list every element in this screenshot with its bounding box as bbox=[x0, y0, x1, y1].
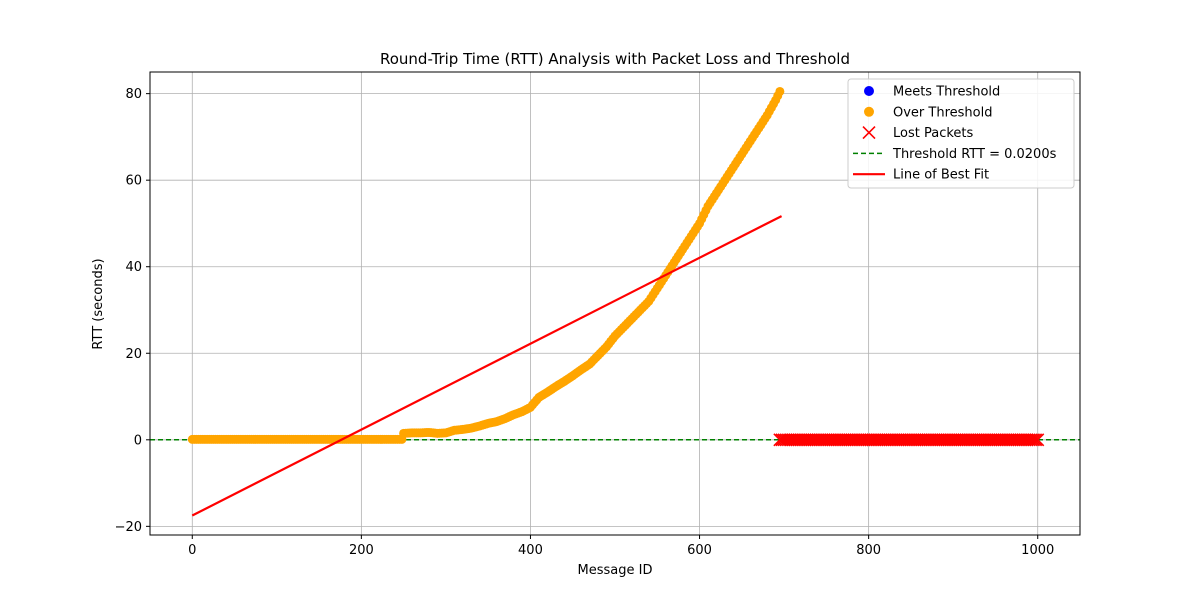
y-tick-label: −20 bbox=[115, 520, 142, 535]
over-threshold-point bbox=[775, 86, 785, 96]
lost-packet-marker bbox=[1029, 433, 1043, 447]
legend-entry: Threshold RTT = 0.0200s bbox=[853, 147, 1057, 162]
plot-frame bbox=[149, 71, 1081, 536]
lost-packet-marker bbox=[1026, 433, 1041, 447]
x-tick-label: 600 bbox=[687, 543, 712, 558]
x-tick-label: 800 bbox=[856, 543, 881, 558]
y-tick-label: 80 bbox=[125, 87, 142, 102]
legend-entry: Lost Packets bbox=[862, 126, 973, 141]
legend-marker-circle bbox=[864, 106, 874, 117]
legend-label: Threshold RTT = 0.0200s bbox=[892, 147, 1057, 162]
lost-packet-marker bbox=[1024, 433, 1038, 447]
y-tick-label: 60 bbox=[125, 174, 142, 189]
legend-box bbox=[847, 78, 1075, 189]
lost-packet-stroke bbox=[1031, 433, 1045, 447]
best-fit-line bbox=[191, 215, 783, 517]
legend: Meets Threshold Over Threshold Lost Packet… bbox=[847, 78, 1075, 189]
legend-label: Over Threshold bbox=[893, 105, 992, 120]
x-tick-label: 1000 bbox=[1021, 543, 1054, 558]
lost-packet-stroke bbox=[1026, 433, 1041, 447]
x-tick-label: 400 bbox=[518, 543, 543, 558]
x-axis-label: Message ID bbox=[578, 563, 653, 578]
y-tick-label: 40 bbox=[125, 260, 142, 275]
y-tick-label: 0 bbox=[134, 433, 142, 448]
legend-label: Lost Packets bbox=[893, 126, 973, 141]
y-axis-label: RTT (seconds) bbox=[91, 258, 106, 349]
tick-layer: 0 200 400 600 800 1000 −20 0 20 40 60 80 bbox=[115, 87, 1055, 558]
y-tick-label: 20 bbox=[125, 347, 142, 362]
lost-packet-stroke bbox=[1029, 433, 1043, 447]
legend-label: Meets Threshold bbox=[893, 85, 1000, 100]
legend-entry: Line of Best Fit bbox=[853, 168, 989, 183]
chart-title: Round-Trip Time (RTT) Analysis with Pack… bbox=[380, 50, 850, 68]
legend-entry: Meets Threshold bbox=[864, 85, 1000, 100]
x-tick-label: 200 bbox=[349, 543, 374, 558]
legend-marker-circle bbox=[864, 86, 874, 96]
legend-entry: Over Threshold bbox=[864, 105, 992, 120]
legend-marker-x bbox=[862, 126, 876, 140]
series-layer bbox=[150, 86, 1080, 517]
lost-packet-marker bbox=[1031, 433, 1045, 447]
lost-packet-stroke bbox=[1024, 433, 1038, 447]
x-tick-label: 0 bbox=[188, 543, 196, 558]
legend-label: Line of Best Fit bbox=[893, 168, 989, 183]
